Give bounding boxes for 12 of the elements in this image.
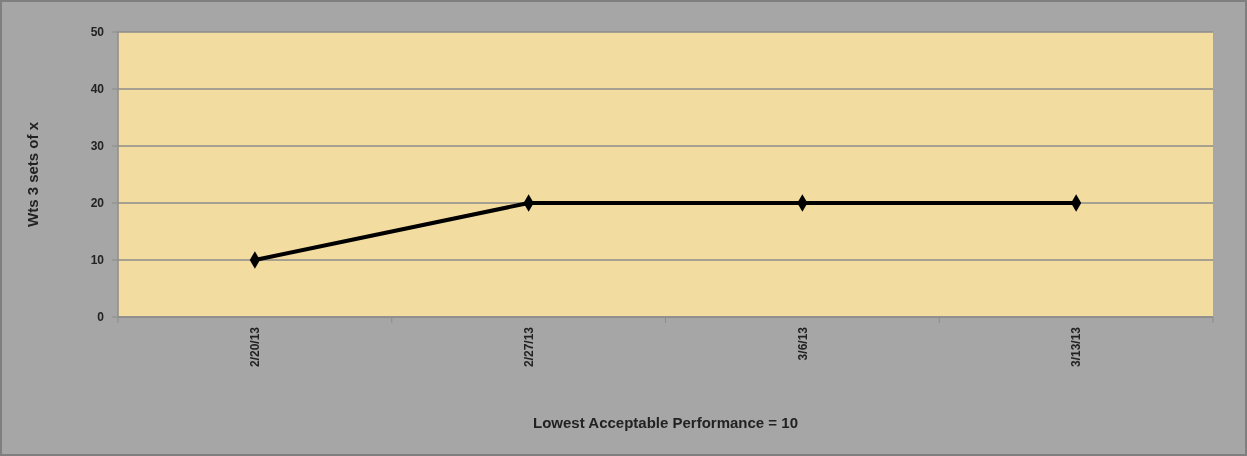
x-tick-label: 2/27/13: [521, 326, 536, 368]
x-tick-label: 3/13/13: [1069, 326, 1084, 368]
y-tick-label: 40: [90, 82, 105, 97]
y-tick-label: 20: [90, 196, 105, 211]
x-tick-label: 2/20/13: [248, 326, 263, 368]
y-tick-label: 30: [90, 139, 105, 154]
y-tick-label: 0: [97, 310, 105, 325]
y-tick-label: 50: [90, 25, 105, 40]
x-tick-label: 3/6/13: [795, 326, 810, 361]
x-axis-title: Lowest Acceptable Performance = 10: [533, 414, 798, 431]
y-tick-label: 10: [90, 253, 105, 268]
y-axis-title: Wts 3 sets of x: [24, 121, 41, 228]
